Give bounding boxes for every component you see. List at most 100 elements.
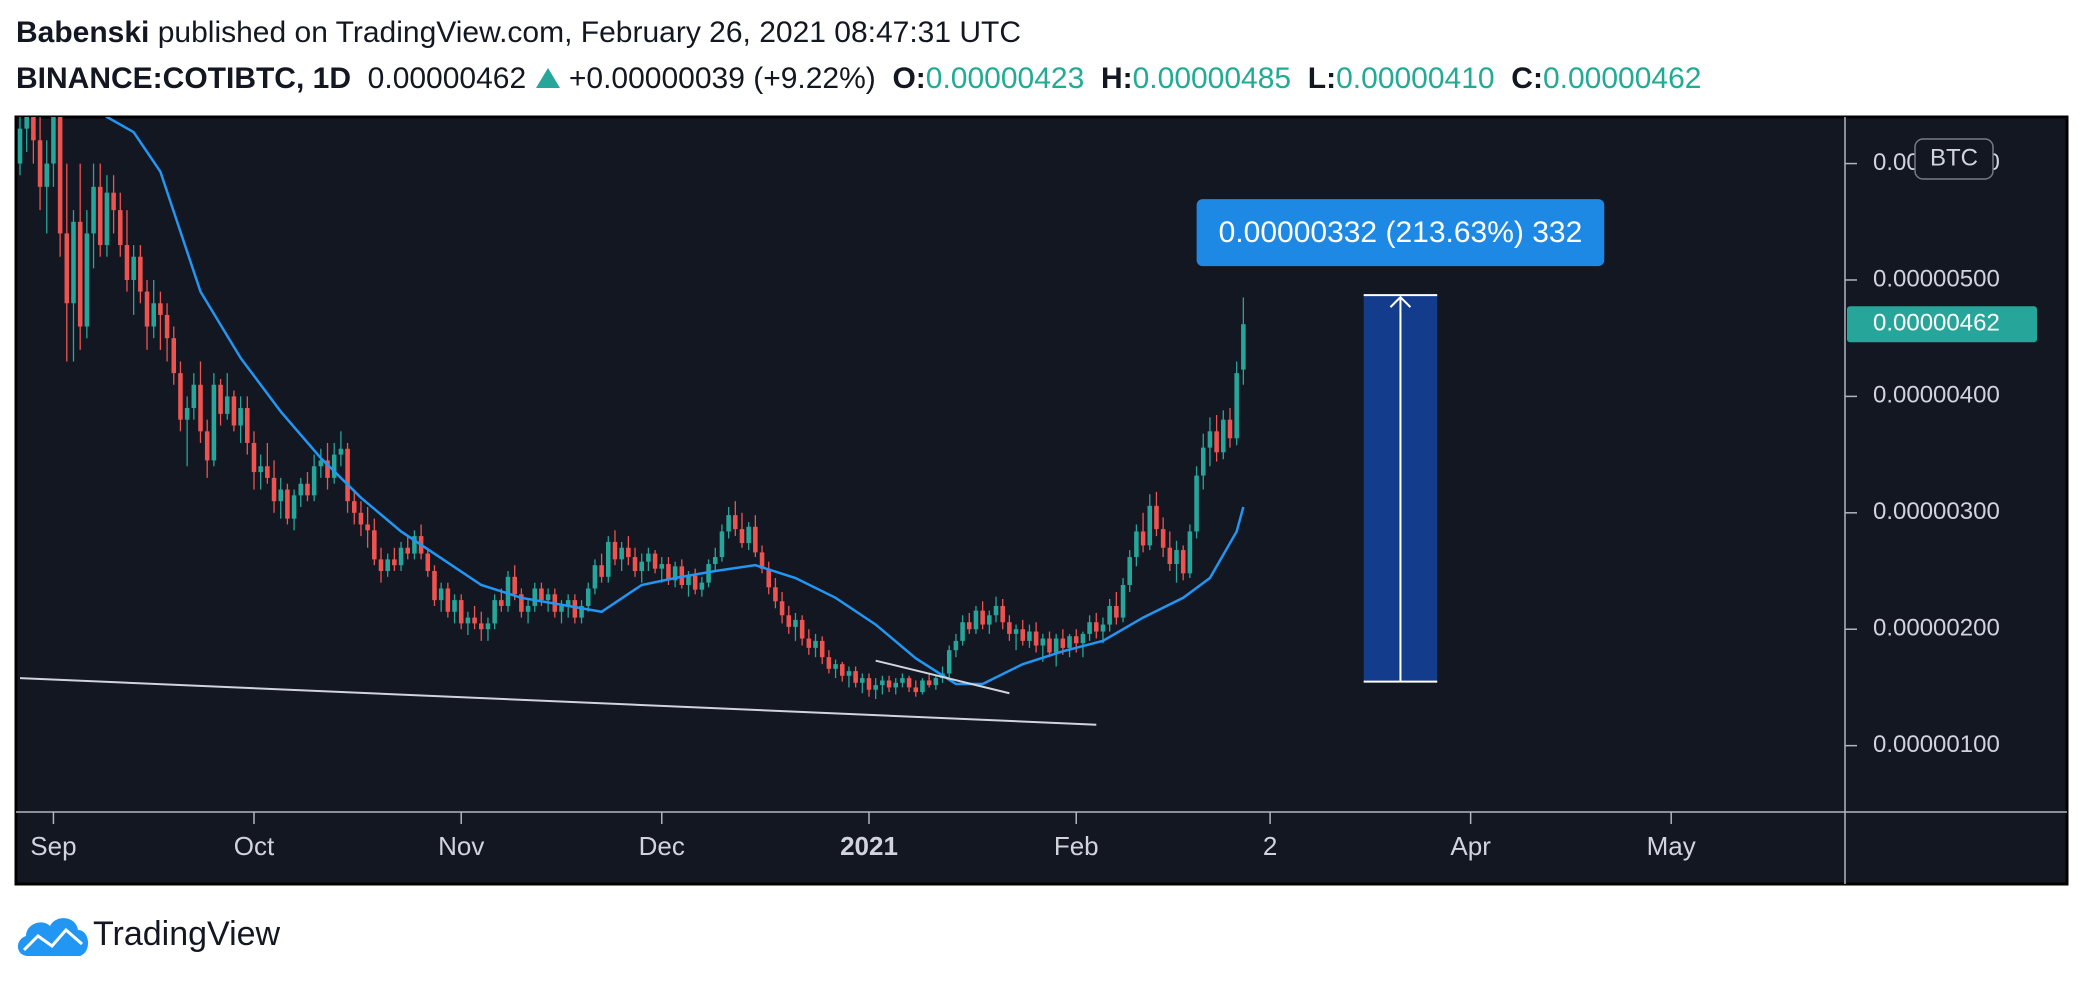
candle-body [1047, 638, 1052, 653]
candle-body [198, 384, 203, 432]
candle-body [144, 291, 150, 327]
candle-body [993, 605, 999, 616]
y-tick-label: 0.00000400 [1873, 382, 2000, 409]
candle-body [331, 454, 337, 478]
candle-body [987, 615, 992, 625]
candle-body [1187, 531, 1193, 574]
candle-body [1200, 447, 1206, 476]
candle-body [178, 373, 183, 420]
candle-body [432, 571, 437, 601]
candle-body [452, 600, 457, 612]
candle-body [900, 678, 905, 683]
header-line-2: BINANCE:COTIBTC, 1D 0.00000462 +0.000000… [16, 56, 1701, 102]
candle-body [258, 466, 263, 473]
candle-body [1027, 631, 1032, 641]
candle-body [839, 664, 845, 676]
candle-body [733, 515, 738, 530]
trendline [19, 677, 1097, 726]
candle-body [712, 557, 718, 565]
ohlc-label: C: [1511, 62, 1543, 95]
candle-body [973, 610, 979, 630]
candle-body [1000, 605, 1005, 623]
candle-body [906, 678, 912, 688]
candle-body [151, 303, 156, 327]
candle-body [873, 685, 878, 690]
candle-body [298, 483, 304, 496]
candle-body [1120, 584, 1126, 618]
candle-body [17, 128, 23, 164]
candle-body [118, 210, 123, 246]
candle-body [138, 256, 143, 292]
candle-body [378, 559, 384, 572]
candle-body [372, 530, 377, 560]
footer-logo [17, 918, 89, 956]
candle-body [385, 559, 390, 572]
candle-body [1234, 373, 1239, 439]
candle-body [806, 638, 812, 648]
candle-body [1214, 431, 1219, 453]
candle-body [218, 384, 223, 414]
measure-label: 0.00000332 (213.63%) 332 [1219, 216, 1583, 249]
candle-body [819, 640, 825, 658]
x-tick-label: Sep [30, 831, 76, 861]
last-price: 0.00000462 [367, 62, 527, 95]
candle-body [305, 483, 310, 496]
candle-body [666, 564, 671, 581]
candle-body [325, 460, 330, 478]
candle-body [1080, 633, 1086, 644]
candle-body [485, 623, 491, 630]
candle-body [966, 622, 972, 630]
candle-body [886, 680, 892, 688]
ohlc-value: 0.00000423 [925, 62, 1085, 95]
candle-body [512, 576, 517, 595]
y-tick-label: 0.00000500 [1873, 265, 2000, 292]
candle-body [1053, 638, 1059, 653]
candle-body [759, 552, 765, 569]
candle-body [686, 575, 691, 585]
candle-body [846, 671, 852, 676]
currency-badge [1914, 138, 1994, 180]
candle-body [692, 575, 698, 590]
candle-body [572, 600, 578, 618]
candle-body [398, 547, 404, 566]
chart-background [14, 115, 2069, 886]
candle-body [532, 588, 538, 606]
candle-body [960, 622, 965, 641]
candle-body [24, 117, 29, 129]
candle-body [1154, 505, 1159, 530]
candle-body [525, 605, 531, 612]
candle-body [351, 501, 357, 513]
candle-body [1134, 531, 1139, 558]
candle-body [1060, 638, 1066, 648]
plot-area [17, 117, 1438, 726]
x-tick-label: Dec [639, 831, 685, 861]
candle-body [880, 680, 885, 686]
header-line-1: Babenski published on TradingView.com, F… [16, 10, 1701, 56]
candle-body [946, 650, 952, 674]
candle-body [1221, 419, 1226, 453]
ohlc-label: O: [892, 62, 926, 95]
y-tick-label: 0.00000200 [1873, 615, 2000, 642]
y-tick-label: 0.00000300 [1873, 498, 2000, 525]
candle-body [64, 233, 70, 304]
candle-body [585, 588, 591, 606]
candle-body [626, 547, 631, 558]
measure-label-box [1196, 199, 1605, 267]
last-price-badge [1847, 306, 2037, 343]
candle-body [184, 408, 190, 420]
candle-body [545, 594, 551, 601]
candle-body [97, 186, 103, 246]
candle-body [1007, 622, 1012, 634]
candle-body [1040, 638, 1046, 646]
ohlc-value: 0.00000485 [1132, 62, 1292, 95]
candle-body [913, 687, 919, 693]
last-price-label: 0.00000462 [1873, 310, 2000, 337]
candle-body [204, 431, 210, 461]
ohlc-value: 0.00000410 [1336, 62, 1495, 95]
candle-body [539, 588, 544, 601]
candle-body [191, 384, 197, 409]
candle-body [291, 495, 297, 519]
candle-body [499, 600, 504, 606]
candle-body [599, 565, 604, 577]
